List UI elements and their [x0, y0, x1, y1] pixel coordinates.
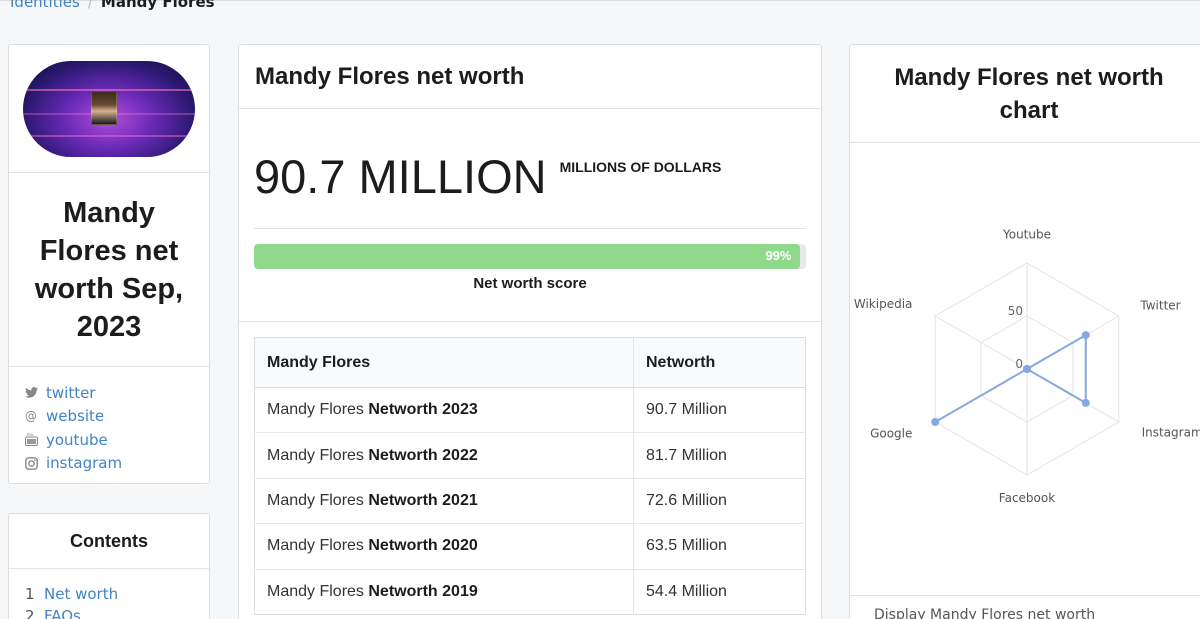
- divider: [850, 595, 1200, 596]
- social-link-label: youtube: [46, 430, 108, 449]
- radar-tick-label: 0: [1015, 357, 1023, 371]
- contents-item[interactable]: 1 Net worth: [25, 583, 209, 605]
- table-header-networth: Networth: [633, 337, 806, 388]
- social-link-website[interactable]: @ website: [24, 405, 209, 429]
- radar-axis-label: Instagram: [1142, 426, 1200, 440]
- table-cell-value: 54.4 Million: [633, 568, 806, 615]
- radar-chart: 0 50 Youtube Twitter Instagram Facebook Google…: [854, 228, 1200, 505]
- networth-header: Mandy Flores net worth: [239, 45, 821, 109]
- row-year: Networth 2019: [368, 582, 478, 600]
- radar-axis-label: Wikipedia: [854, 297, 913, 311]
- social-link-instagram[interactable]: instagram: [24, 452, 209, 476]
- chart-card: Mandy Flores net worth chart 0 50 Youtube T…: [849, 44, 1200, 619]
- social-link-label: instagram: [46, 454, 123, 473]
- social-link-label: website: [46, 407, 105, 426]
- breadcrumb-identities-link[interactable]: Identities: [10, 0, 80, 11]
- contents-item-link[interactable]: Net worth: [44, 585, 119, 603]
- networth-table: Mandy Flores Networth Mandy Flores Netwo…: [254, 337, 806, 615]
- contents-item-number: 2: [25, 607, 35, 619]
- profile-photo: [91, 90, 117, 125]
- table-cell-value: 81.7 Million: [633, 432, 806, 479]
- radar-axis-label: Facebook: [999, 491, 1055, 505]
- contents-item-number: 1: [25, 585, 35, 603]
- radar-axis-label: Google: [870, 426, 912, 440]
- radar-tick-label: 50: [1008, 304, 1023, 318]
- contents-item[interactable]: 2 FAQs: [25, 605, 209, 619]
- table-cell-label: Mandy Flores Networth 2021: [254, 477, 634, 524]
- table-cell-value: 90.7 Million: [633, 386, 806, 433]
- networth-score-label: Net worth score: [473, 275, 587, 292]
- youtube-icon: You: [24, 433, 38, 447]
- twitter-icon: [24, 386, 38, 400]
- breadcrumb-separator: /: [87, 0, 93, 11]
- divider: [254, 228, 806, 229]
- table-header-name: Mandy Flores: [254, 337, 634, 388]
- contents-item-link[interactable]: FAQs: [44, 607, 81, 619]
- row-prefix: Mandy Flores: [267, 582, 369, 600]
- social-link-twitter[interactable]: twitter: [24, 381, 209, 405]
- row-prefix: Mandy Flores: [267, 537, 369, 555]
- table-cell-label: Mandy Flores Networth 2023: [254, 386, 634, 433]
- networth-amount: 90.7 MILLION: [254, 150, 547, 203]
- row-year: Networth 2023: [368, 401, 478, 419]
- avatar: [23, 60, 195, 157]
- networth-amount-row: 90.7 MILLION MILLIONS OF DOLLARS: [254, 149, 721, 204]
- radar-data-point: [931, 418, 940, 426]
- table-header-row: Mandy Flores Networth: [254, 337, 806, 388]
- radar-axis-label: Twitter: [1139, 298, 1180, 312]
- networth-unit: MILLIONS OF DOLLARS: [559, 159, 722, 175]
- profile-title: Mandy Flores net worth Sep, 2023: [9, 173, 209, 367]
- table-row: Mandy Flores Networth 2020 63.5 Million: [254, 523, 806, 570]
- row-year: Networth 2022: [368, 446, 478, 464]
- social-links: twitter @ website You youtube instagram: [9, 367, 209, 475]
- table-row: Mandy Flores Networth 2019 54.4 Million: [254, 568, 806, 615]
- profile-card: Mandy Flores net worth Sep, 2023 twitter…: [8, 44, 210, 484]
- radar-data-point: [1081, 398, 1090, 407]
- table-cell-label: Mandy Flores Networth 2022: [254, 432, 634, 479]
- top-rule: [0, 0, 1200, 1]
- row-prefix: Mandy Flores: [267, 401, 369, 419]
- social-link-label: twitter: [46, 383, 96, 402]
- table-cell-label: Mandy Flores Networth 2020: [254, 523, 634, 570]
- row-prefix: Mandy Flores: [267, 446, 369, 464]
- breadcrumb: Identities / Mandy Flores: [10, 0, 215, 11]
- chart-header: Mandy Flores net worth chart: [850, 45, 1200, 143]
- row-year: Networth 2020: [368, 537, 478, 555]
- social-link-youtube[interactable]: You youtube: [24, 428, 209, 452]
- svg-text:You: You: [25, 433, 33, 437]
- row-year: Networth 2021: [368, 491, 478, 509]
- table-row: Mandy Flores Networth 2022 81.7 Million: [254, 432, 806, 479]
- networth-score-percent: 99%: [765, 248, 792, 263]
- table-row: Mandy Flores Networth 2023 90.7 Million: [254, 386, 806, 433]
- table-cell-value: 72.6 Million: [633, 477, 806, 524]
- contents-title: Contents: [9, 514, 209, 569]
- table-cell-value: 63.5 Million: [633, 523, 806, 570]
- row-prefix: Mandy Flores: [267, 491, 369, 509]
- networth-card: Mandy Flores net worth 90.7 MILLION MILL…: [238, 44, 822, 619]
- radar-data-point: [1023, 365, 1031, 373]
- radar-axis-label: Youtube: [1002, 228, 1051, 242]
- instagram-icon: [24, 456, 38, 470]
- networth-score-bar: 99%: [254, 244, 806, 269]
- networth-score-fill: 99%: [254, 244, 801, 269]
- breadcrumb-current: Mandy Flores: [100, 0, 215, 11]
- contents-card: Contents 1 Net worth 2 FAQs: [8, 513, 210, 619]
- table-cell-label: Mandy Flores Networth 2019: [254, 568, 634, 615]
- contents-list: 1 Net worth 2 FAQs: [9, 569, 209, 619]
- radar-series-line: [934, 333, 1087, 423]
- avatar-container: [9, 45, 209, 173]
- radar-spoke: [934, 315, 1028, 370]
- divider: [239, 321, 821, 322]
- chart-footer-text: Display Mandy Flores net worth: [874, 607, 1096, 619]
- table-row: Mandy Flores Networth 2021 72.6 Million: [254, 477, 806, 524]
- radar-data-point: [1081, 331, 1090, 340]
- at-icon: @: [25, 409, 37, 424]
